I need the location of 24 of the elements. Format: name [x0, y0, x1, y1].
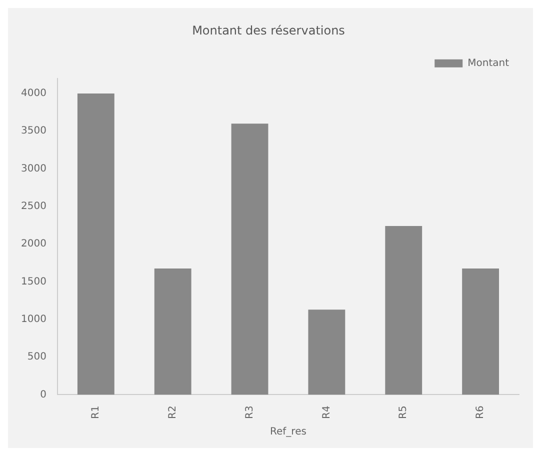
- x-tick-label: R6: [475, 406, 486, 419]
- y-tick-label: 3000: [20, 163, 46, 174]
- y-tick-label: 4000: [20, 88, 46, 100]
- x-tick-label: R4: [321, 406, 332, 419]
- bar: [308, 310, 346, 395]
- bar: [462, 268, 499, 395]
- y-tick-label: 3500: [20, 126, 46, 137]
- x-tick-label: R1: [90, 406, 102, 419]
- bar: [77, 93, 114, 395]
- bar: [231, 124, 268, 395]
- legend-label: Montant: [468, 58, 510, 69]
- y-tick-label: 500: [27, 352, 46, 363]
- bar: [385, 226, 422, 395]
- bar: [154, 268, 192, 395]
- chart-title: Montant des réservations: [192, 23, 345, 38]
- y-tick-label: 1500: [20, 276, 46, 288]
- x-tick-label: R3: [244, 406, 256, 419]
- y-tick-label: 2000: [20, 238, 46, 250]
- y-tick-label: 0: [40, 389, 46, 400]
- x-axis-title: Ref_res: [270, 426, 306, 438]
- y-tick-label: 2500: [20, 201, 46, 212]
- y-tick-label: 1000: [20, 314, 46, 325]
- x-tick-label: R5: [398, 406, 410, 419]
- x-tick-label: R2: [167, 406, 178, 419]
